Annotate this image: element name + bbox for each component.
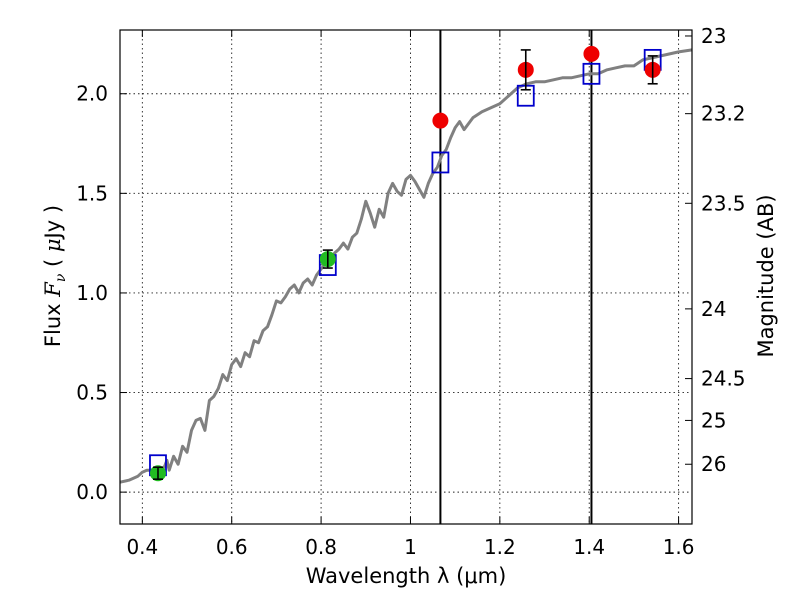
observed-nir-point bbox=[583, 45, 600, 62]
y2-tick-label: 24 bbox=[701, 297, 726, 321]
y-tick-label: 1.5 bbox=[76, 181, 108, 205]
grid-lines bbox=[120, 30, 692, 524]
y2-tick-label: 25 bbox=[701, 408, 726, 432]
x-tick-label: 0.6 bbox=[216, 535, 248, 559]
observed-nir-point bbox=[432, 112, 449, 129]
x-axis-ticks: 0.4 0.6 0.8 1 1.2 1.4 1.6 bbox=[126, 30, 695, 559]
x-tick-label: 1 bbox=[404, 535, 417, 559]
y2-tick-label: 24.5 bbox=[701, 367, 746, 391]
y2-tick-label: 23 bbox=[701, 24, 726, 48]
model-photometry-square bbox=[582, 62, 601, 85]
y-axis-ticks: 0.0 0.5 1.0 1.5 2.0 bbox=[76, 82, 127, 504]
x-tick-label: 1.6 bbox=[663, 535, 695, 559]
model-spectrum bbox=[119, 48, 693, 484]
y2-tick-label: 23.5 bbox=[701, 191, 746, 215]
model-spectrum-line bbox=[119, 48, 693, 484]
y2-axis-title: Magnitude (AB) bbox=[754, 194, 778, 357]
x-axis-title: Wavelength λ (μm) bbox=[306, 564, 507, 588]
y-axis-title: Flux Fν ( μJy ) bbox=[41, 205, 69, 347]
y-tick-label: 2.0 bbox=[76, 82, 108, 106]
y-axis-title-flux: Flux bbox=[41, 297, 65, 347]
y2-tick-label: 26 bbox=[701, 452, 726, 476]
x-tick-label: 0.8 bbox=[305, 535, 337, 559]
plot-frame bbox=[119, 29, 693, 525]
model-photometry-square bbox=[431, 151, 450, 174]
y-tick-label: 0.5 bbox=[76, 381, 108, 405]
photometry-points bbox=[149, 45, 662, 482]
x-tick-label: 1.2 bbox=[484, 535, 516, 559]
y-tick-label: 0.0 bbox=[76, 480, 108, 504]
x-tick-label: 0.4 bbox=[126, 535, 158, 559]
y-tick-label: 1.0 bbox=[76, 281, 108, 305]
y2-axis-ticks: 23 23.2 23.5 24 24.5 25 26 bbox=[685, 24, 746, 476]
filter-markers bbox=[439, 30, 593, 524]
x-tick-label: 1.4 bbox=[573, 535, 605, 559]
y2-tick-label: 23.2 bbox=[701, 102, 746, 126]
